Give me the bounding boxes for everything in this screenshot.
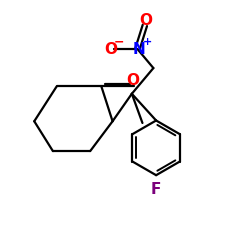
Text: O: O (104, 42, 117, 56)
Text: −: − (114, 36, 124, 49)
Text: +: + (143, 37, 152, 47)
Text: O: O (140, 13, 152, 28)
Text: O: O (126, 74, 139, 88)
Text: N: N (133, 42, 146, 56)
Text: F: F (151, 182, 161, 197)
